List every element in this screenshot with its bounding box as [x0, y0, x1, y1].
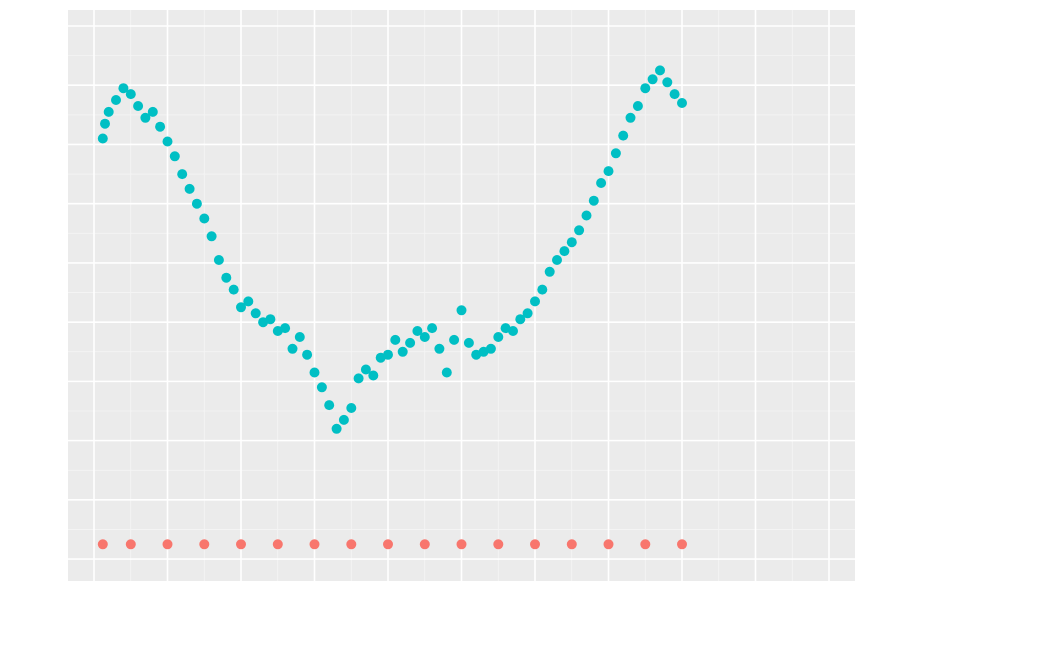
series-0 — [97, 65, 687, 434]
data-point — [280, 323, 291, 334]
data-point — [199, 213, 210, 224]
data-point — [236, 302, 246, 313]
data-point — [228, 284, 239, 295]
data-point — [625, 112, 636, 123]
data-point — [309, 367, 320, 378]
data-point — [463, 337, 474, 348]
data-point — [265, 314, 276, 325]
data-point — [530, 296, 540, 307]
data-point — [390, 334, 401, 345]
data-point — [177, 169, 188, 180]
series-1 — [97, 539, 687, 550]
data-point — [530, 539, 540, 550]
data-point — [338, 414, 349, 425]
data-point — [441, 367, 452, 378]
data-point — [669, 89, 680, 100]
data-point — [368, 370, 379, 381]
data-point — [294, 332, 305, 342]
data-point — [419, 539, 430, 550]
data-point — [581, 210, 592, 221]
data-point — [287, 343, 298, 354]
data-point — [133, 101, 144, 111]
data-point — [412, 326, 423, 336]
data-point — [213, 255, 224, 265]
data-point — [397, 346, 408, 357]
data-point — [552, 255, 562, 265]
data-point — [434, 343, 445, 354]
data-point — [360, 364, 371, 375]
data-point — [169, 151, 180, 162]
data-point — [191, 198, 202, 209]
data-point — [243, 296, 254, 307]
data-point — [647, 74, 658, 85]
data-point — [221, 272, 232, 283]
data-point — [588, 195, 599, 206]
data-point — [603, 539, 614, 550]
data-point — [316, 382, 327, 393]
data-point — [383, 349, 393, 360]
data-point — [162, 136, 173, 147]
data-point — [331, 423, 342, 434]
data-point — [206, 231, 217, 242]
data-point — [662, 77, 673, 88]
data-point — [508, 326, 518, 336]
data-point — [544, 266, 555, 277]
data-point — [522, 308, 533, 319]
data-point — [250, 308, 261, 319]
data-point — [485, 343, 496, 354]
data-point — [125, 89, 136, 100]
data-point — [419, 332, 430, 342]
data-point — [272, 539, 283, 550]
data-point — [427, 323, 438, 334]
data-point — [515, 314, 526, 325]
data-point — [100, 118, 110, 129]
data-point — [618, 130, 629, 141]
data-point — [640, 83, 651, 94]
data-point — [677, 98, 687, 108]
data-point — [405, 337, 416, 348]
data-point — [346, 403, 357, 413]
data-point — [155, 121, 166, 132]
data-point — [566, 539, 577, 550]
data-point — [596, 178, 607, 188]
data-point — [566, 237, 577, 248]
data-point — [655, 65, 665, 76]
data-point — [493, 539, 504, 550]
data-point — [103, 106, 114, 117]
data-point — [610, 148, 621, 159]
data-point — [97, 133, 108, 144]
data-point — [236, 539, 246, 550]
data-point — [537, 284, 548, 295]
data-point — [140, 112, 151, 123]
data-point — [147, 106, 158, 117]
data-point — [449, 334, 460, 345]
data-point — [302, 349, 313, 360]
data-point — [677, 539, 687, 550]
data-point — [346, 539, 357, 550]
data-point — [632, 101, 643, 111]
data-point — [559, 246, 570, 257]
data-point — [309, 539, 320, 550]
data-point — [603, 166, 614, 177]
data-point — [162, 539, 173, 550]
data-point — [456, 305, 467, 316]
data-point — [353, 373, 364, 384]
data-point — [118, 83, 129, 94]
data-point — [324, 400, 335, 411]
data-points — [97, 65, 687, 550]
data-point — [199, 539, 210, 550]
data-point — [125, 539, 136, 550]
data-point — [184, 183, 195, 194]
data-point — [383, 539, 393, 550]
data-point — [493, 332, 504, 342]
data-point — [574, 225, 585, 236]
data-point — [456, 539, 467, 550]
data-point — [111, 95, 121, 105]
data-point — [97, 539, 108, 550]
data-point — [640, 539, 651, 550]
